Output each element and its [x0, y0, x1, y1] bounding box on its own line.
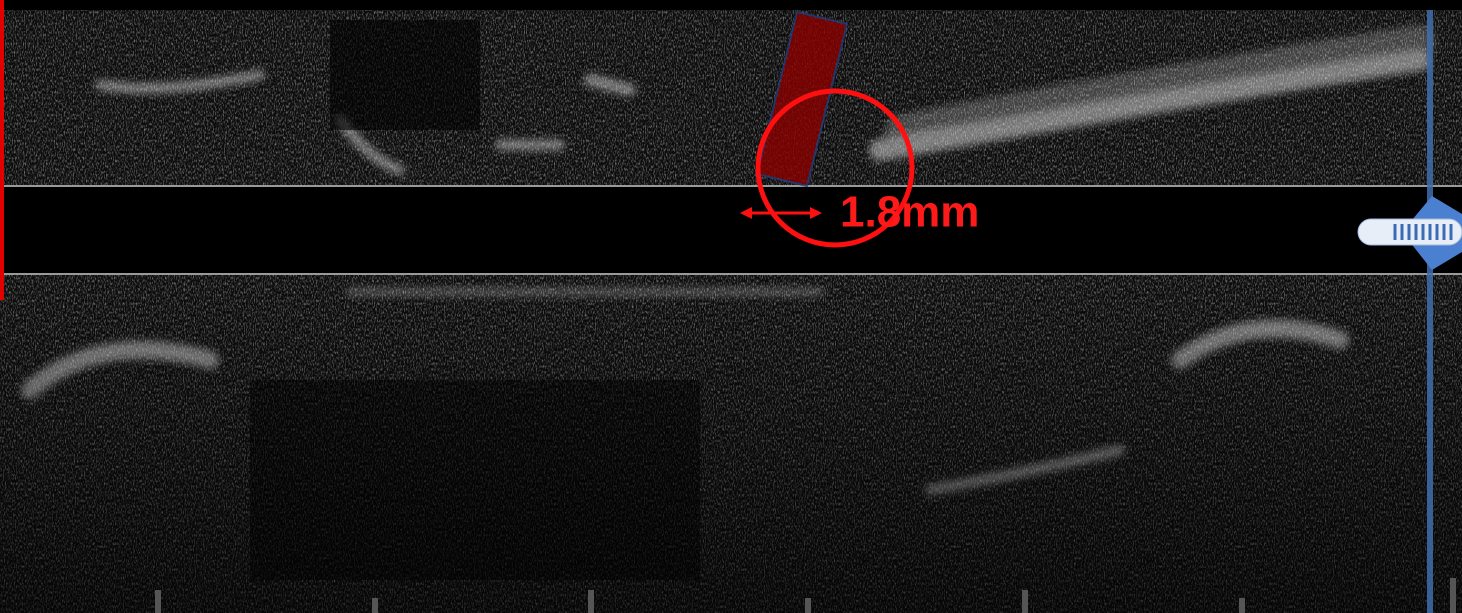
cursor-line — [1427, 10, 1433, 613]
scan-view: 1.8mm — [0, 0, 1462, 613]
measurement-label: 1.8mm — [840, 188, 979, 237]
tissue-image — [0, 0, 1462, 613]
edge-marker — [0, 0, 4, 300]
